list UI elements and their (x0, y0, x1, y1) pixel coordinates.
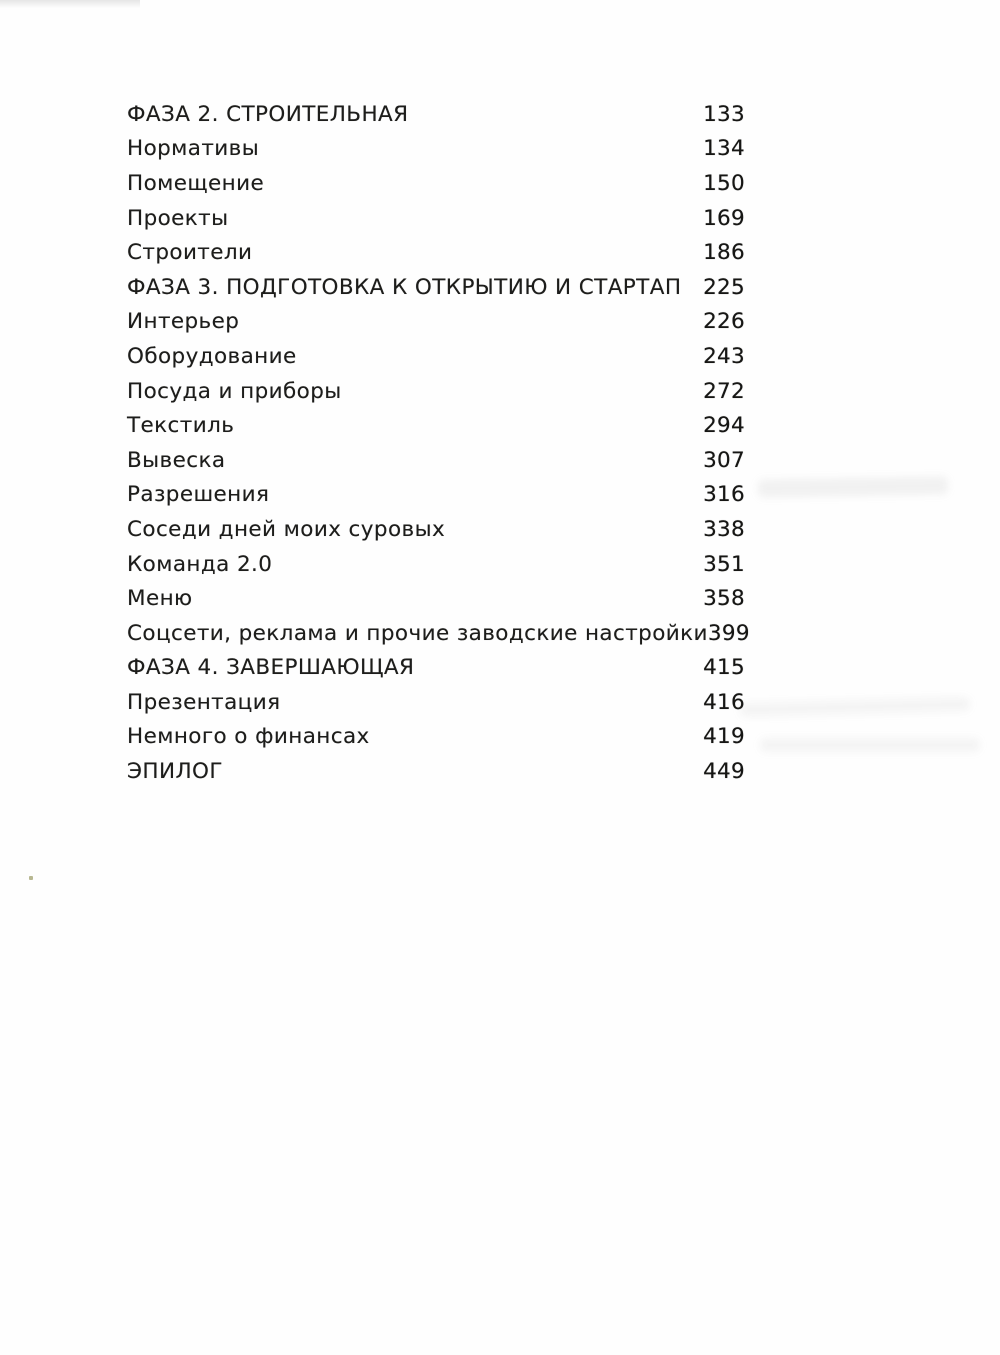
toc-entry-label: ФАЗА 2. СТРОИТЕЛЬНАЯ (127, 101, 409, 127)
scan-bleedthrough-artifact (739, 696, 971, 718)
toc-row-section: ФАЗА 3. ПОДГОТОВКА К ОТКРЫТИЮ И СТАРТАП … (127, 270, 745, 305)
toc-row: Меню 358 (127, 581, 745, 616)
toc-entry-page-number: 351 (703, 551, 745, 577)
toc-entry-label: ФАЗА 3. ПОДГОТОВКА К ОТКРЫТИЮ И СТАРТАП (127, 274, 682, 300)
table-of-contents: ФАЗА 2. СТРОИТЕЛЬНАЯ 133 Нормативы 134 П… (127, 97, 750, 789)
toc-entry-page-number: 399 (707, 620, 750, 646)
toc-entry-page-number: 338 (703, 516, 745, 542)
toc-entry-label: Соседи дней моих суровых (127, 516, 446, 542)
toc-entry-label: Нормативы (127, 136, 260, 162)
toc-entry-label: Текстиль (127, 413, 235, 439)
toc-entry-label: Оборудование (127, 343, 297, 369)
toc-entry-label: ФАЗА 4. ЗАВЕРШАЮЩАЯ (127, 655, 415, 681)
toc-entry-page-number: 358 (703, 586, 745, 612)
toc-row: Команда 2.0 351 (127, 547, 745, 582)
toc-entry-page-number: 419 (703, 724, 745, 750)
toc-row-section: ФАЗА 4. ЗАВЕРШАЮЩАЯ 415 (127, 651, 745, 686)
toc-entry-label: Разрешения (127, 482, 270, 508)
toc-entry-page-number: 243 (703, 343, 745, 369)
toc-row-section: ЭПИЛОГ 449 (127, 754, 745, 789)
toc-row: Нормативы 134 (127, 132, 745, 167)
toc-entry-page-number: 294 (703, 413, 745, 439)
toc-entry-page-number: 169 (703, 205, 745, 231)
toc-entry-label: Вывеска (127, 447, 226, 473)
toc-entry-page-number: 225 (703, 274, 745, 300)
toc-entry-label: Помещение (127, 170, 265, 196)
toc-entry-page-number: 134 (703, 136, 745, 162)
toc-entry-label: Проекты (127, 205, 229, 231)
toc-row: Интерьер 226 (127, 305, 745, 340)
toc-row: Проекты 169 (127, 201, 745, 236)
scan-bleedthrough-artifact (757, 476, 949, 498)
scan-bleedthrough-artifact (760, 738, 980, 752)
toc-row: Посуда и приборы 272 (127, 374, 745, 409)
toc-entry-label: ЭПИЛОГ (127, 759, 223, 785)
toc-entry-label: Строители (127, 240, 253, 266)
toc-entry-page-number: 226 (703, 309, 745, 335)
toc-entry-label: Команда 2.0 (127, 551, 273, 577)
toc-row: Вывеска 307 (127, 443, 745, 478)
toc-row: Соцсети, реклама и прочие заводские наст… (127, 616, 750, 651)
toc-entry-page-number: 272 (703, 378, 745, 404)
toc-row: Строители 186 (127, 235, 745, 270)
toc-entry-label: Соцсети, реклама и прочие заводские наст… (127, 620, 708, 646)
toc-entry-label: Посуда и приборы (127, 378, 342, 404)
toc-row: Немного о финансах 419 (127, 720, 745, 755)
toc-row: Разрешения 316 (127, 478, 745, 513)
toc-entry-label: Немного о финансах (127, 724, 370, 750)
scan-speck-artifact (29, 876, 33, 880)
toc-row: Оборудование 243 (127, 339, 745, 374)
toc-entry-label: Меню (127, 586, 193, 612)
toc-entry-page-number: 415 (703, 655, 745, 681)
toc-entry-label: Интерьер (127, 309, 240, 335)
toc-entry-page-number: 416 (703, 689, 745, 715)
toc-row: Помещение 150 (127, 166, 745, 201)
toc-entry-label: Презентация (127, 689, 281, 715)
toc-row: Презентация 416 (127, 685, 745, 720)
toc-entry-page-number: 133 (703, 101, 745, 127)
toc-entry-page-number: 186 (703, 240, 745, 266)
toc-entry-page-number: 307 (703, 447, 745, 473)
toc-row: Текстиль 294 (127, 408, 745, 443)
toc-entry-page-number: 150 (703, 170, 745, 196)
toc-entry-page-number: 316 (703, 482, 745, 508)
toc-row: Соседи дней моих суровых 338 (127, 512, 745, 547)
toc-entry-page-number: 449 (703, 759, 745, 785)
toc-row-section: ФАЗА 2. СТРОИТЕЛЬНАЯ 133 (127, 97, 745, 132)
